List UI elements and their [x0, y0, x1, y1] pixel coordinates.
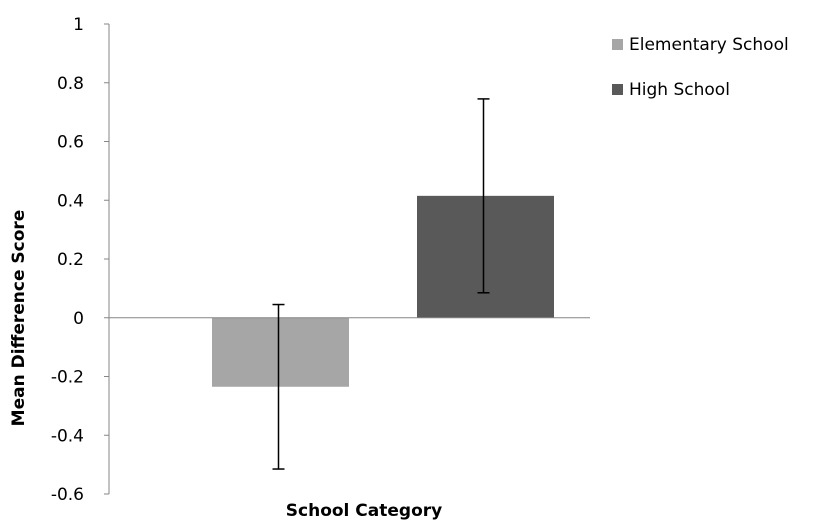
legend-swatch — [612, 84, 623, 95]
y-tick-label: -0.4 — [51, 426, 84, 446]
y-tick-label: 0.2 — [57, 250, 84, 270]
bar-elementary-school — [212, 317, 349, 387]
y-axis-ticks: -0.6 -0.4 -0.2 0 0.2 0.4 0.6 0.8 1 — [51, 15, 109, 505]
y-tick-label: 0.6 — [57, 133, 84, 153]
legend-label: Elementary School — [629, 35, 789, 55]
bar-high-school — [417, 195, 554, 318]
legend: Elementary School High School — [612, 35, 789, 100]
legend-swatch — [612, 39, 623, 50]
y-tick-label: 0.8 — [57, 74, 84, 94]
y-axis-title: Mean Difference Score — [9, 210, 29, 427]
y-tick-label: 0 — [73, 309, 84, 329]
legend-label: High School — [629, 80, 730, 100]
bars — [212, 195, 554, 387]
y-tick-label: 0.4 — [57, 191, 84, 211]
error-bars — [272, 98, 490, 470]
y-tick-label: -0.2 — [51, 368, 84, 388]
y-tick-label: -0.6 — [51, 485, 84, 505]
y-tick-label: 1 — [73, 15, 84, 35]
x-axis-title: School Category — [286, 501, 442, 520]
